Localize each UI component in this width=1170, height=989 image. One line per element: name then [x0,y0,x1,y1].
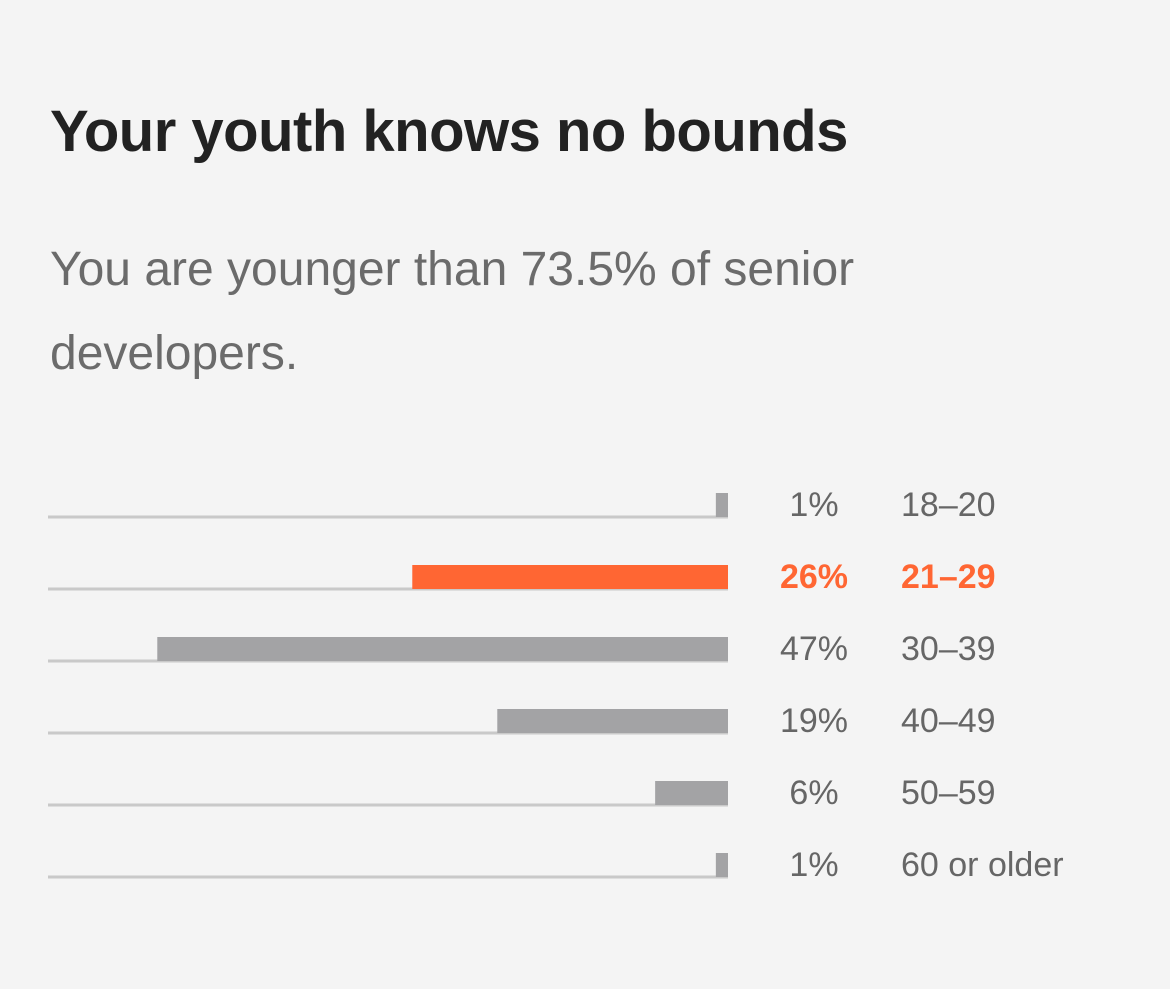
bar-1 [412,565,728,589]
bar-3 [497,709,728,733]
bar-5 [715,853,728,877]
age-distribution-chart: 1% 18–20 26% 21–29 47% 30–39 19% 40–49 6% 50–59 1%… [48,486,1064,884]
category-label: 30–39 [901,630,996,668]
value-label: 6% [789,774,838,812]
bar-2 [157,637,729,661]
value-label: 19% [780,702,848,740]
value-label: 1% [789,486,838,524]
category-label: 18–20 [901,486,996,524]
category-label: 21–29 [901,558,996,596]
value-label: 1% [789,846,838,884]
card-subtitle: You are younger than 73.5% of senior dev… [50,243,855,380]
value-label: 47% [780,630,848,668]
bar-4 [655,781,728,805]
value-label: 26% [780,558,848,596]
category-label: 40–49 [901,702,996,740]
category-label: 60 or older [901,846,1064,884]
category-label: 50–59 [901,774,996,812]
card-title: Your youth knows no bounds [50,99,848,164]
bar-0 [715,493,728,517]
